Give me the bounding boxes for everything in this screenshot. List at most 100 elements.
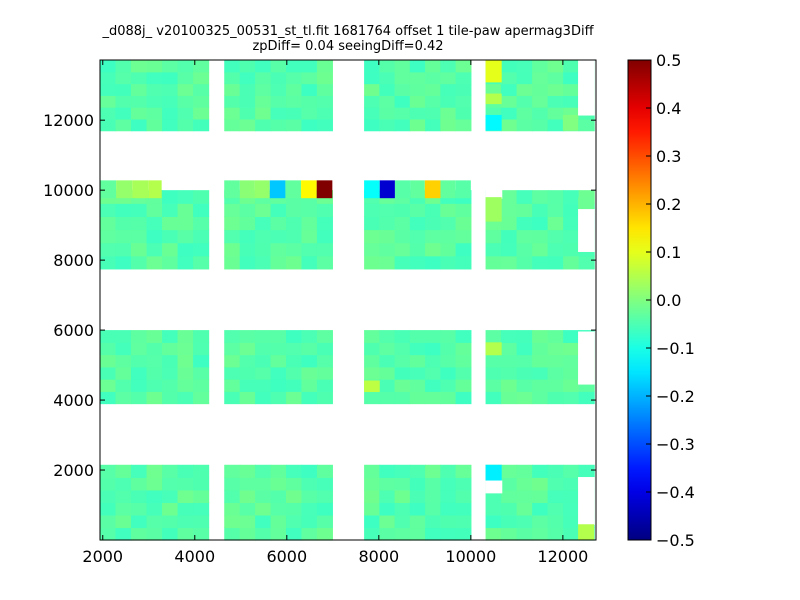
heatmap-cell xyxy=(440,330,457,343)
heatmap-cell xyxy=(100,242,117,257)
heatmap-cell xyxy=(394,330,411,343)
heatmap-cell xyxy=(131,366,148,380)
heatmap-cell xyxy=(379,354,396,368)
heatmap-cell xyxy=(364,380,380,393)
heatmap-cell xyxy=(425,60,441,73)
heatmap-cell xyxy=(224,464,241,478)
heatmap-cell xyxy=(100,107,117,120)
heatmap-cell xyxy=(501,354,518,368)
heatmap-cell xyxy=(177,477,194,491)
heatmap-cell xyxy=(455,118,472,132)
heatmap-cell xyxy=(394,255,411,270)
colorbar-tick-label: −0.2 xyxy=(656,387,695,406)
heatmap-cell xyxy=(131,229,148,244)
heatmap-cell xyxy=(409,242,426,257)
heatmap-cell xyxy=(239,60,256,73)
heatmap-cell xyxy=(364,83,380,96)
heatmap-cell xyxy=(115,502,132,516)
heatmap-cell xyxy=(270,107,287,120)
heatmap-cell xyxy=(177,95,194,108)
heatmap-cell xyxy=(316,502,333,516)
heatmap-cell xyxy=(301,83,318,96)
heatmap-cell xyxy=(501,107,518,120)
heatmap-cell xyxy=(501,83,518,96)
heatmap-cell xyxy=(516,464,533,478)
heatmap-cell xyxy=(409,391,426,405)
heatmap-cell xyxy=(285,180,302,199)
heatmap-cell xyxy=(239,95,256,108)
heatmap-cell xyxy=(115,71,132,85)
heatmap-gap xyxy=(485,180,503,199)
heatmap-cell xyxy=(316,71,333,85)
heatmap-cell xyxy=(146,464,163,478)
colorbar-tick-label: 0.2 xyxy=(656,195,681,214)
heatmap-cell xyxy=(485,242,502,257)
heatmap-cell xyxy=(516,354,533,368)
heatmap-cell xyxy=(270,71,287,85)
heatmap-cell xyxy=(394,229,411,244)
x-tick-label: 12000 xyxy=(537,547,588,566)
heatmap-cell xyxy=(455,514,472,529)
heatmap-cell xyxy=(547,514,564,529)
heatmap-cell xyxy=(364,464,380,478)
heatmap-cell xyxy=(563,83,580,96)
heatmap-cell xyxy=(162,216,179,231)
heatmap-cell xyxy=(239,107,256,120)
heatmap-cell xyxy=(224,502,241,516)
heatmap-cell xyxy=(440,477,457,491)
heatmap-cell xyxy=(100,216,117,231)
heatmap-cell xyxy=(455,216,472,231)
heatmap-cell xyxy=(379,464,396,478)
heatmap-cell xyxy=(532,391,549,405)
heatmap-cell xyxy=(455,71,472,85)
colorbar-tick-label: −0.3 xyxy=(656,435,695,454)
heatmap-cell xyxy=(440,354,457,368)
heatmap-cell xyxy=(316,95,333,108)
heatmap-cell xyxy=(532,330,549,343)
heatmap-cell xyxy=(286,489,303,503)
heatmap-cell xyxy=(394,391,411,405)
heatmap-cell xyxy=(547,60,564,73)
heatmap-cell xyxy=(364,255,380,270)
heatmap-cell xyxy=(516,229,533,244)
heatmap-cell xyxy=(193,502,210,516)
heatmap-cell xyxy=(379,379,396,392)
heatmap-cell xyxy=(224,391,241,405)
heatmap-cell xyxy=(177,229,194,244)
heatmap-cell xyxy=(255,203,272,217)
heatmap-cell xyxy=(301,514,318,529)
heatmap-cell xyxy=(547,366,564,380)
heatmap-cell xyxy=(146,514,163,529)
heatmap-cell xyxy=(409,229,426,244)
heatmap-cell xyxy=(224,71,241,85)
x-tick-label: 4000 xyxy=(174,547,215,566)
heatmap-cell xyxy=(364,391,380,405)
heatmap-cell xyxy=(146,203,163,217)
heatmap-cell xyxy=(547,391,564,405)
heatmap-cell xyxy=(501,502,518,516)
heatmap-cell xyxy=(547,342,564,356)
heatmap-cell xyxy=(146,216,163,231)
heatmap-cell xyxy=(146,366,163,380)
heatmap-cell xyxy=(239,366,256,380)
heatmap-cell xyxy=(146,391,163,405)
heatmap-cell xyxy=(301,118,318,132)
heatmap-cell xyxy=(578,197,595,210)
heatmap-cell xyxy=(131,255,148,270)
heatmap-cell xyxy=(516,342,533,356)
heatmap-cell xyxy=(162,118,179,132)
heatmap-cell xyxy=(239,242,256,257)
heatmap-cell xyxy=(255,60,272,73)
heatmap-cell xyxy=(547,354,564,368)
heatmap-cell xyxy=(177,71,194,85)
heatmap-cell xyxy=(425,71,441,85)
heatmap-gap xyxy=(578,331,595,385)
heatmap-cell xyxy=(224,216,241,231)
heatmap-cell xyxy=(440,83,457,96)
heatmap-cell xyxy=(100,391,117,405)
heatmap-cell xyxy=(255,255,272,270)
heatmap-cell xyxy=(455,342,472,356)
heatmap-cell xyxy=(455,464,472,478)
heatmap-cell xyxy=(239,255,256,270)
